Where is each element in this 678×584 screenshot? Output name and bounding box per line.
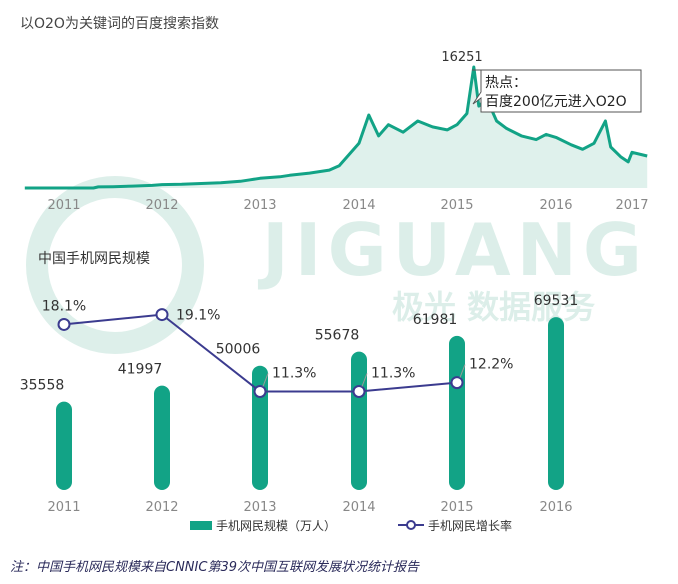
legend-bar-label: 手机网民规模（万人）: [216, 518, 336, 533]
rate-label-leader: [262, 373, 269, 387]
top-x-tick: 2013: [243, 198, 276, 213]
bar-value-label: 55678: [315, 328, 360, 344]
peak-value-label: 16251: [441, 50, 482, 65]
growth-rate-label: 11.3%: [272, 365, 316, 381]
bar-2011: [56, 401, 72, 490]
growth-rate-label: 18.1%: [42, 298, 86, 314]
growth-rate-point: [57, 317, 71, 331]
bar-value-label: 41997: [118, 362, 163, 378]
search-index-line: [24, 65, 648, 190]
top-x-tick: 2011: [47, 198, 80, 213]
callout-line-2: 百度200亿元进入O2O: [485, 94, 627, 110]
bottom-x-tick: 2015: [440, 500, 473, 515]
bar-value-label: 69531: [534, 293, 579, 309]
bar-value-label: 50006: [216, 342, 261, 358]
legend-line-label: 手机网民增长率: [428, 518, 512, 533]
legend-line-marker: [406, 520, 416, 530]
bar-2014: [351, 351, 367, 490]
bottom-x-tick: 2016: [539, 500, 572, 515]
callout-box: [472, 69, 642, 113]
callout-line-1: 热点：: [485, 75, 527, 91]
top-x-tick: 2016: [539, 198, 572, 213]
top-chart-title: 以O2O为关键词的百度搜索指数: [20, 15, 219, 32]
growth-rate-line-layer: 18.1% 19.1% 11.3% 11.3% 12.2%: [42, 298, 513, 398]
rate-label-leader: [361, 373, 368, 387]
growth-rate-label: 11.3%: [371, 365, 415, 381]
mobile-users-bar-labels: 35558 41997 50006 55678 61981 69531: [20, 293, 579, 393]
bar-value-label: 61981: [413, 312, 458, 328]
bottom-x-tick: 2014: [342, 500, 375, 515]
bar-value-label: 35558: [20, 378, 65, 394]
bar-2013: [252, 365, 268, 490]
search-index-area-layer: [24, 65, 648, 190]
bottom-x-tick: 2012: [145, 500, 178, 515]
growth-rate-point: [450, 376, 464, 390]
mobile-users-x-ticks: 2011 2012 2013 2014 2015 2016: [47, 500, 572, 515]
watermark-logo-text: JIGUANG: [257, 208, 648, 292]
top-x-tick: 2012: [145, 198, 178, 213]
rate-label-leader: [459, 364, 466, 378]
search-index-x-ticks: 2011 2012 2013 2014 2015 2016 2017: [47, 198, 648, 213]
growth-rate-label: 19.1%: [176, 308, 220, 324]
growth-rate-label: 12.2%: [469, 357, 513, 373]
growth-rate-point: [155, 308, 169, 322]
bottom-x-tick: 2011: [47, 500, 80, 515]
bar-2015: [449, 335, 465, 490]
legend-bar-swatch: [190, 521, 212, 530]
top-x-tick: 2014: [342, 198, 375, 213]
hotspot-callout: 热点： 百度200亿元进入O2O: [472, 69, 642, 113]
footnote: 注：中国手机网民规模来自CNNIC第39次中国互联网发展状况统计报告: [10, 560, 419, 575]
bottom-x-tick: 2013: [243, 500, 276, 515]
legend: 手机网民规模（万人） 手机网民增长率: [190, 518, 512, 533]
search-index-area: [24, 67, 648, 188]
bar-2016: [548, 317, 564, 490]
top-x-tick: 2017: [615, 198, 648, 213]
watermark-logo: JIGUANG 极光 数据服务: [26, 176, 648, 354]
bar-2012: [154, 385, 170, 490]
growth-rate-point: [253, 384, 267, 398]
growth-rate-point: [352, 384, 366, 398]
bottom-chart-title: 中国手机网民规模: [38, 251, 150, 267]
top-x-tick: 2015: [440, 198, 473, 213]
